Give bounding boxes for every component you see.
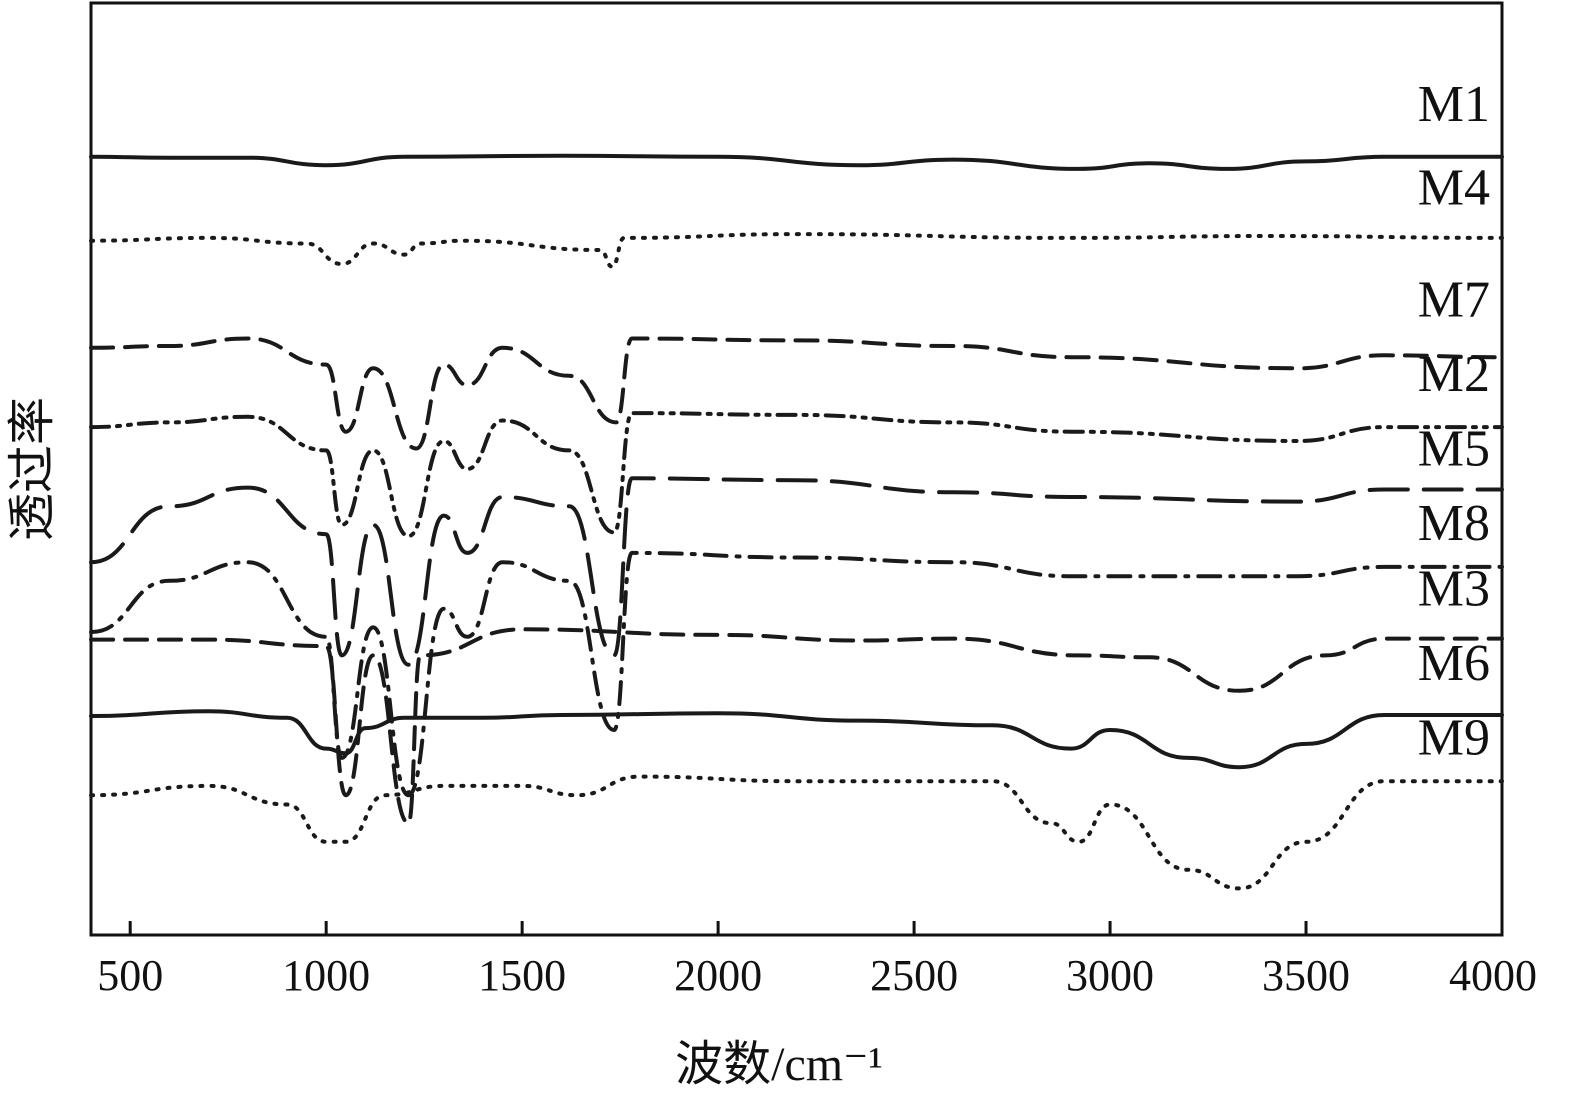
series-label-m7: M7 xyxy=(1418,272,1490,329)
series-labels: M1 M4 M7 M2 M5 M8 M3 M6 M9 xyxy=(1418,76,1490,767)
x-tick-label-4000: 4000 xyxy=(1449,951,1537,1000)
series-label-m5: M5 xyxy=(1418,421,1490,478)
series-line-m7 xyxy=(89,336,1504,451)
y-axis-title: 透过率 xyxy=(6,397,59,541)
x-tick-label-1000: 1000 xyxy=(282,951,370,1000)
series-label-m1: M1 xyxy=(1418,76,1490,133)
x-ticks: 500 1000 1500 2000 2500 3000 3500 4000 xyxy=(97,921,1537,1000)
series-line-m9 xyxy=(89,774,1504,891)
x-tick-label-1500: 1500 xyxy=(478,951,566,1000)
x-axis-title: 波数/cm⁻¹ xyxy=(675,1038,883,1091)
series-label-m3: M3 xyxy=(1418,560,1490,617)
plot-frame xyxy=(89,1,1504,937)
series-label-m6: M6 xyxy=(1418,635,1490,692)
series-line-m3 xyxy=(89,627,1504,826)
series-line-m2 xyxy=(89,411,1504,539)
series-line-m6 xyxy=(89,709,1504,770)
series-label-m2: M2 xyxy=(1418,346,1490,403)
x-tick-label-3500: 3500 xyxy=(1262,951,1350,1000)
series-line-m5 xyxy=(89,476,1504,667)
x-tick-label-3000: 3000 xyxy=(1066,951,1154,1000)
series-label-m4: M4 xyxy=(1418,160,1490,217)
series-line-m8 xyxy=(89,550,1504,798)
x-tick-label-2500: 2500 xyxy=(870,951,958,1000)
series-traces xyxy=(89,153,1504,891)
series-line-m4 xyxy=(89,232,1504,269)
series-label-m9: M9 xyxy=(1418,710,1490,767)
x-tick-label-2000: 2000 xyxy=(674,951,762,1000)
x-tick-label-500: 500 xyxy=(97,951,163,1000)
series-line-m1 xyxy=(89,153,1504,171)
series-label-m8: M8 xyxy=(1418,495,1490,552)
